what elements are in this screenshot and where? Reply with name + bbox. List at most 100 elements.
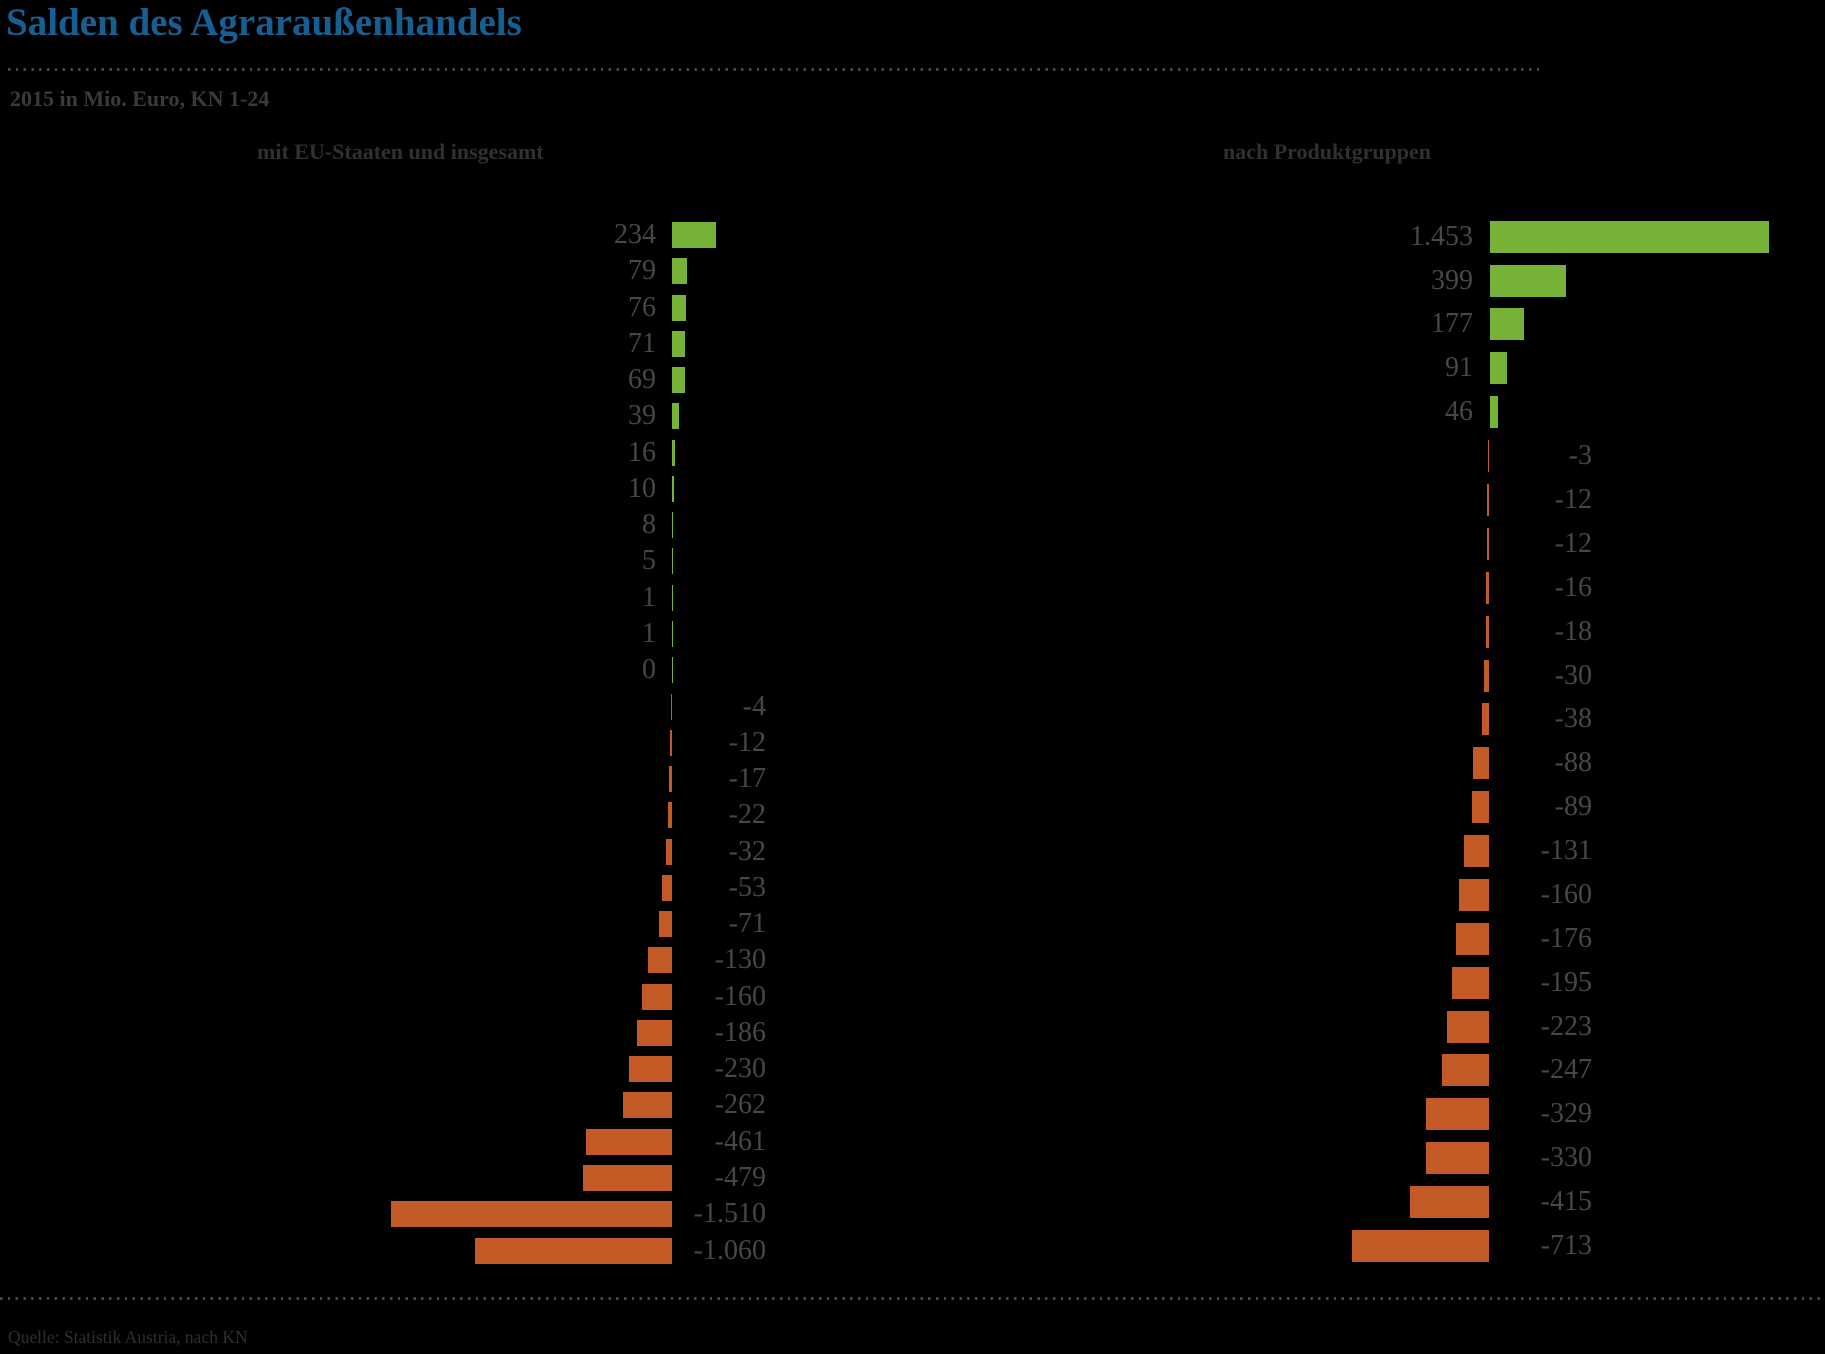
value-label: -329: [1540, 1098, 1592, 1130]
value-label: -71: [728, 908, 766, 940]
value-bar: [391, 1201, 672, 1228]
value-label: -18: [1554, 615, 1592, 647]
value-bar: [662, 874, 672, 901]
value-bar: [672, 439, 675, 466]
value-label: -16: [1554, 571, 1592, 603]
value-label: -1.510: [693, 1198, 766, 1230]
value-bar: [1472, 791, 1490, 824]
value-bar: [1426, 1098, 1490, 1131]
value-bar: [672, 584, 674, 611]
value-label: -247: [1540, 1054, 1592, 1086]
value-label: -12: [1554, 527, 1592, 559]
value-label: -186: [714, 1016, 766, 1048]
value-label: 0: [642, 654, 656, 686]
value-label: 177: [1431, 308, 1473, 340]
value-bar: [672, 294, 687, 321]
value-label: 1.453: [1410, 220, 1473, 252]
value-bar: [666, 838, 672, 865]
value-bar: [629, 1056, 672, 1083]
value-label: -38: [1554, 703, 1592, 735]
source-note: Quelle: Statistik Austria, nach KN: [8, 1327, 248, 1347]
value-bar: [672, 548, 674, 575]
value-bar: [647, 947, 672, 974]
value-bar: [672, 512, 674, 539]
value-label: -131: [1540, 835, 1592, 867]
value-label: -195: [1540, 966, 1592, 998]
value-bar: [1489, 220, 1770, 253]
value-label: -415: [1540, 1186, 1592, 1218]
value-label: -30: [1554, 659, 1592, 691]
left-chart-title: mit EU-Staaten und insgesamt: [257, 139, 544, 164]
value-label: 69: [628, 364, 656, 396]
chart-subtitle: 2015 in Mio. Euro, KN 1-24: [10, 86, 270, 111]
value-label: -230: [714, 1053, 766, 1085]
value-label: -89: [1554, 791, 1592, 823]
value-bar: [1486, 571, 1490, 604]
value-bar: [1472, 747, 1490, 780]
value-bar: [1483, 659, 1490, 692]
value-bar: [1486, 615, 1490, 648]
value-bar: [1489, 352, 1508, 385]
value-label: 79: [628, 255, 656, 287]
value-bar: [1487, 483, 1490, 516]
right-chart-title: nach Produktgruppen: [1223, 139, 1432, 164]
value-label: 5: [642, 545, 656, 577]
value-bar: [623, 1092, 672, 1119]
value-label: -88: [1554, 747, 1592, 779]
value-bar: [1458, 878, 1490, 911]
value-label: -176: [1540, 922, 1592, 954]
value-label: -12: [728, 726, 766, 758]
value-label: -160: [714, 980, 766, 1012]
value-bar: [668, 766, 672, 793]
value-label: -53: [728, 871, 766, 903]
value-bar: [1446, 1010, 1490, 1043]
value-bar: [672, 620, 674, 647]
value-label: -160: [1540, 878, 1592, 910]
value-bar: [1489, 264, 1567, 297]
value-bar: [642, 983, 672, 1010]
value-bar: [672, 367, 685, 394]
dotted-divider-bottom: [0, 1297, 1822, 1300]
value-bar: [1441, 1054, 1490, 1087]
value-bar: [1451, 966, 1490, 999]
value-bar: [1425, 1142, 1490, 1175]
value-label: 1: [642, 617, 656, 649]
value-label: 1: [642, 581, 656, 613]
value-label: -3: [1568, 440, 1592, 472]
value-bar: [672, 657, 674, 684]
value-label: -1.060: [693, 1234, 766, 1266]
value-label: -713: [1540, 1229, 1592, 1261]
value-bar: [658, 911, 672, 938]
value-label: 91: [1445, 352, 1473, 384]
value-bar: [669, 729, 672, 756]
value-bar: [1487, 527, 1490, 560]
value-label: -479: [714, 1162, 766, 1194]
value-label: 399: [1431, 264, 1473, 296]
value-label: 234: [614, 219, 656, 250]
value-bar: [1482, 703, 1490, 736]
value-bar: [1489, 308, 1524, 341]
value-label: -17: [728, 763, 766, 795]
value-label: 76: [628, 291, 656, 323]
value-bar: [586, 1128, 672, 1155]
value-bar: [670, 693, 672, 720]
value-bar: [1455, 922, 1490, 955]
value-label: 71: [628, 327, 656, 359]
value-bar: [1489, 396, 1499, 429]
page-title: Salden des Agraraußenhandels: [6, 1, 522, 44]
value-bar: [1352, 1229, 1490, 1262]
value-label: 10: [628, 472, 656, 504]
value-bar: [1488, 440, 1490, 473]
dotted-divider-top: [8, 68, 1540, 71]
value-label: -223: [1540, 1010, 1592, 1042]
value-label: -22: [728, 799, 766, 831]
value-label: 8: [642, 509, 656, 541]
value-bar: [474, 1237, 672, 1264]
value-bar: [667, 802, 672, 829]
value-bar: [672, 330, 686, 357]
value-bar: [637, 1019, 672, 1046]
value-bar: [672, 222, 716, 248]
